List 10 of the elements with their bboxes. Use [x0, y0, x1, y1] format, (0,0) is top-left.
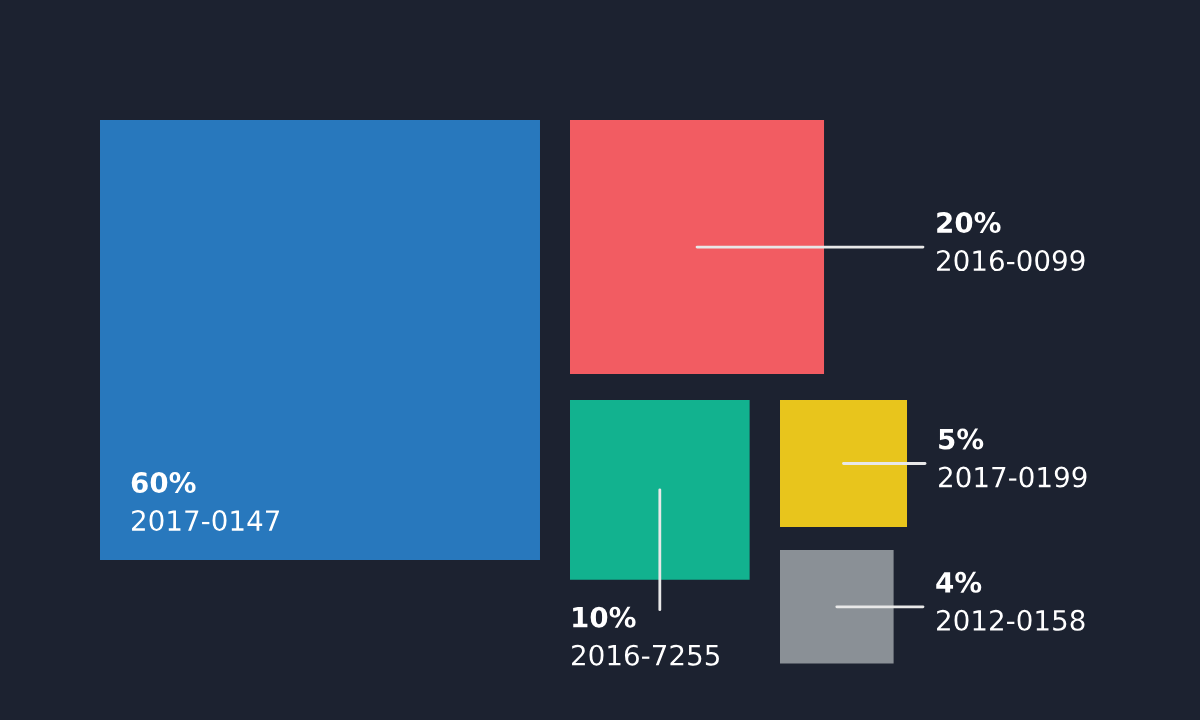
- data-label: 20%: [937, 212, 1001, 234]
- data-label: 4%: [936, 571, 982, 593]
- data-label: 5%: [939, 428, 984, 450]
- category-label: 2017-0199: [939, 466, 1087, 488]
- category-label: 2012-0158: [937, 609, 1085, 631]
- category-label: 2017-0147: [132, 510, 280, 532]
- category-label: 2016-7255: [572, 644, 719, 666]
- data-label: 10%: [573, 606, 636, 628]
- category-label: 2016-0099: [937, 250, 1085, 272]
- data-label: 60%: [131, 472, 196, 494]
